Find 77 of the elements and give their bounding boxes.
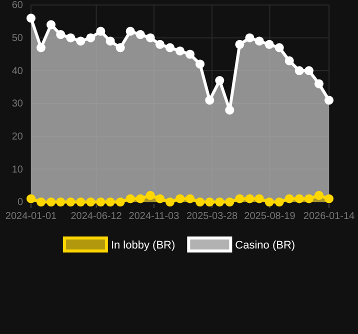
y-tick-label: 60 (12, 0, 24, 12)
point (245, 33, 254, 42)
point (146, 190, 155, 200)
point (26, 194, 36, 204)
point (186, 50, 195, 59)
x-tick-label: 2024-06-12 (70, 211, 122, 222)
point (294, 194, 304, 204)
point (36, 43, 46, 52)
point (106, 36, 115, 46)
point (146, 33, 155, 42)
point (254, 194, 264, 204)
point (155, 40, 164, 49)
point (254, 36, 264, 46)
point (205, 197, 214, 207)
point (76, 36, 86, 46)
point (96, 197, 106, 207)
y-tick-label: 30 (12, 98, 24, 110)
point (284, 56, 294, 66)
point (235, 40, 244, 49)
y-tick-label: 10 (12, 164, 24, 176)
point (46, 20, 56, 30)
point (294, 66, 304, 76)
point (175, 194, 185, 204)
point (126, 194, 135, 204)
legend-label: Casino (BR) (235, 240, 296, 252)
point (46, 197, 56, 207)
point (56, 197, 66, 207)
point (196, 60, 205, 69)
point (245, 194, 254, 204)
point (86, 197, 96, 207)
point (136, 194, 145, 204)
legend-label: In lobby (BR) (110, 240, 176, 252)
point (86, 33, 96, 42)
point (215, 76, 224, 86)
y-tick-label: 0 (17, 197, 24, 208)
y-tick-label: 20 (12, 132, 24, 143)
point (304, 194, 314, 204)
point (264, 40, 274, 49)
point (26, 14, 36, 23)
point (155, 194, 164, 204)
point (324, 194, 334, 204)
x-tick-label: 2024-11-03 (128, 211, 180, 222)
point (304, 66, 314, 76)
point (66, 33, 76, 42)
point (66, 197, 76, 207)
point (284, 194, 294, 204)
point (186, 194, 195, 204)
point (36, 197, 46, 207)
point (165, 197, 174, 207)
point (165, 43, 174, 52)
point (116, 43, 125, 52)
point (314, 79, 324, 88)
x-tick-label: 2025-08-19 (244, 211, 296, 222)
point (96, 26, 106, 36)
point (175, 46, 185, 56)
y-tick-label: 50 (12, 33, 24, 44)
point (225, 106, 234, 115)
point (225, 197, 234, 207)
point (264, 197, 274, 207)
point (136, 30, 145, 40)
point (215, 197, 224, 207)
point (205, 96, 214, 105)
point (126, 26, 135, 36)
x-tick-label: 2024-01-01 (5, 211, 58, 222)
x-tick-label: 2025-03-28 (186, 211, 238, 222)
x-tick-label: 2026-01-14 (303, 211, 356, 222)
point (274, 43, 284, 52)
point (274, 197, 284, 207)
point (106, 197, 115, 207)
point (314, 190, 324, 200)
point (56, 30, 66, 40)
y-tick-label: 40 (12, 66, 24, 77)
point (196, 197, 205, 207)
point (235, 194, 244, 204)
point (324, 96, 334, 105)
point (76, 197, 86, 207)
point (116, 197, 125, 207)
